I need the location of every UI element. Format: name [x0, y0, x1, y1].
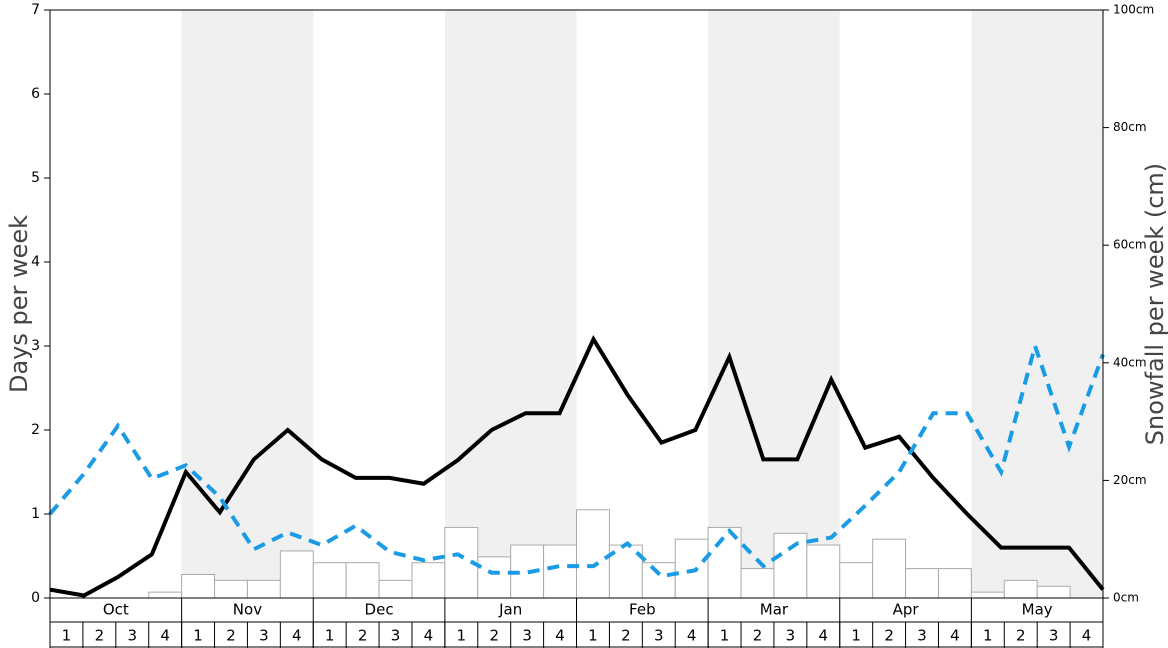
y-tick-label: 3: [31, 338, 40, 354]
y2-tick-label: 60cm: [1113, 238, 1147, 252]
month-label: Mar: [760, 601, 789, 619]
x-tick-label: 4: [160, 627, 170, 645]
bar: [214, 579, 248, 599]
bar: [411, 562, 446, 599]
y2-tick-label: 20cm: [1113, 473, 1147, 487]
x-tick-label: 1: [983, 627, 993, 645]
bar: [279, 550, 314, 599]
y-tick-label: 0: [31, 590, 40, 606]
month-label: Nov: [233, 601, 262, 619]
bar: [839, 562, 874, 599]
bar: [148, 591, 183, 599]
bar: [1003, 579, 1038, 599]
x-tick-label: 1: [720, 627, 730, 645]
x-tick-label: 3: [127, 627, 137, 645]
bar: [641, 562, 676, 599]
bar: [740, 568, 775, 599]
month-band: [444, 10, 577, 598]
y-tick-label: 7: [31, 2, 40, 18]
x-tick-label: 1: [457, 627, 467, 645]
x-tick-label: 4: [1082, 627, 1092, 645]
x-tick-label: 4: [687, 627, 697, 645]
x-tick-label: 3: [786, 627, 796, 645]
bar: [477, 556, 512, 599]
bar: [378, 579, 413, 599]
month-label: Oct: [103, 601, 129, 619]
y-tick-label: 1: [31, 506, 40, 522]
x-tick-label: 2: [226, 627, 236, 645]
x-tick-label: 4: [292, 627, 302, 645]
month-label: Dec: [365, 601, 394, 619]
month-band: [181, 10, 314, 598]
y-axis-title: Days per week: [5, 215, 33, 393]
bar: [806, 544, 841, 599]
x-tick-label: 1: [588, 627, 598, 645]
x-tick-label: 1: [325, 627, 335, 645]
y-tick-label: 6: [31, 86, 40, 102]
bar: [674, 538, 709, 599]
x-tick-label: 1: [62, 627, 72, 645]
month-band: [971, 10, 1103, 598]
x-tick-label: 3: [522, 627, 532, 645]
x-tick-label: 3: [917, 627, 927, 645]
bar: [872, 538, 907, 599]
x-tick-label: 3: [1049, 627, 1059, 645]
bar: [1036, 585, 1071, 599]
bar: [905, 568, 939, 599]
dashed-line: [48, 339, 1105, 579]
bar: [312, 562, 347, 599]
x-tick-label: 4: [555, 627, 565, 645]
x-tick-label: 3: [259, 627, 269, 645]
x-tick-label: 2: [489, 627, 499, 645]
y-tick-label: 4: [31, 254, 40, 270]
y2-tick-label: 0cm: [1113, 591, 1139, 605]
x-tick-label: 2: [621, 627, 631, 645]
month-label: May: [1022, 601, 1053, 619]
bar: [543, 544, 577, 599]
y-tick-label: 5: [31, 170, 40, 186]
y2-axis-title: Snowfall per week (cm): [1141, 163, 1168, 445]
bar: [246, 579, 281, 599]
x-tick-label: 2: [358, 627, 368, 645]
x-tick-label: 3: [654, 627, 664, 645]
y2-tick-label: 40cm: [1113, 355, 1147, 369]
bar: [181, 573, 216, 599]
x-tick-label: 4: [950, 627, 960, 645]
month-label: Apr: [893, 601, 920, 619]
bar: [937, 568, 972, 599]
x-tick-label: 3: [391, 627, 401, 645]
y2-tick-label: 100cm: [1113, 3, 1154, 17]
x-tick-label: 2: [1016, 627, 1026, 645]
x-tick-label: 2: [884, 627, 894, 645]
x-tick-label: 2: [95, 627, 105, 645]
x-tick-label: 1: [851, 627, 861, 645]
month-label: Jan: [498, 601, 522, 619]
month-label: Feb: [629, 601, 656, 619]
x-tick-label: 2: [753, 627, 763, 645]
x-tick-label: 4: [424, 627, 434, 645]
bar: [345, 562, 380, 599]
y-tick-label: 2: [31, 422, 40, 438]
x-tick-label: 1: [193, 627, 203, 645]
y2-tick-label: 80cm: [1113, 120, 1147, 134]
month-band: [708, 10, 840, 598]
bar: [576, 509, 610, 599]
bar: [773, 532, 808, 599]
x-tick-label: 4: [819, 627, 829, 645]
bar: [970, 591, 1005, 599]
